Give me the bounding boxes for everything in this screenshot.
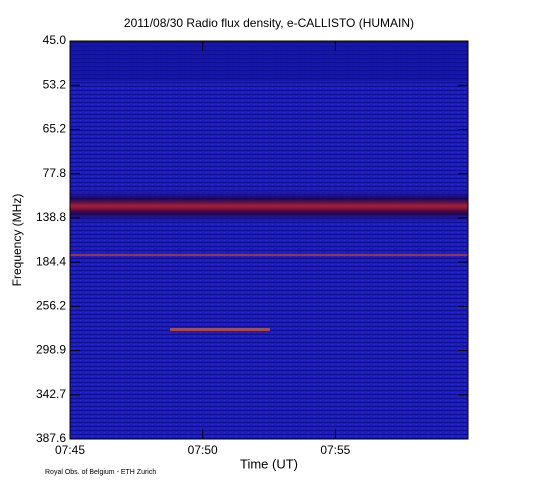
y-tick-label: 45.0	[43, 33, 67, 47]
y-tick-label: 138.8	[36, 210, 66, 224]
y-tick-label: 298.9	[36, 343, 66, 357]
spectrogram-burst	[170, 328, 270, 331]
spectrogram-image	[70, 41, 468, 439]
y-tick-label: 77.8	[43, 166, 67, 180]
y-tick-label: 342.7	[36, 387, 66, 401]
x-tick-label: 07:50	[188, 443, 218, 457]
chart-title: 2011/08/30 Radio flux density, e-CALLIST…	[124, 16, 414, 30]
y-tick-label: 65.2	[43, 122, 67, 136]
x-tick-label: 07:45	[55, 443, 85, 457]
x-tick-label: 07:55	[320, 443, 350, 457]
spectrogram-line	[70, 254, 468, 256]
y-tick-label: 53.2	[43, 77, 67, 91]
y-axis-label: Frequency (MHz)	[10, 194, 24, 287]
plot-frame	[69, 40, 469, 440]
y-tick-label: 256.2	[36, 299, 66, 313]
x-axis-label: Time (UT)	[240, 456, 298, 471]
y-tick-label: 387.6	[36, 431, 66, 445]
y-tick-label: 184.4	[36, 254, 66, 268]
footer: Royal Obs. of Belgium - ETH Zurich	[45, 469, 156, 476]
spectrogram-texture	[70, 41, 468, 81]
spectrogram-band	[70, 188, 468, 224]
